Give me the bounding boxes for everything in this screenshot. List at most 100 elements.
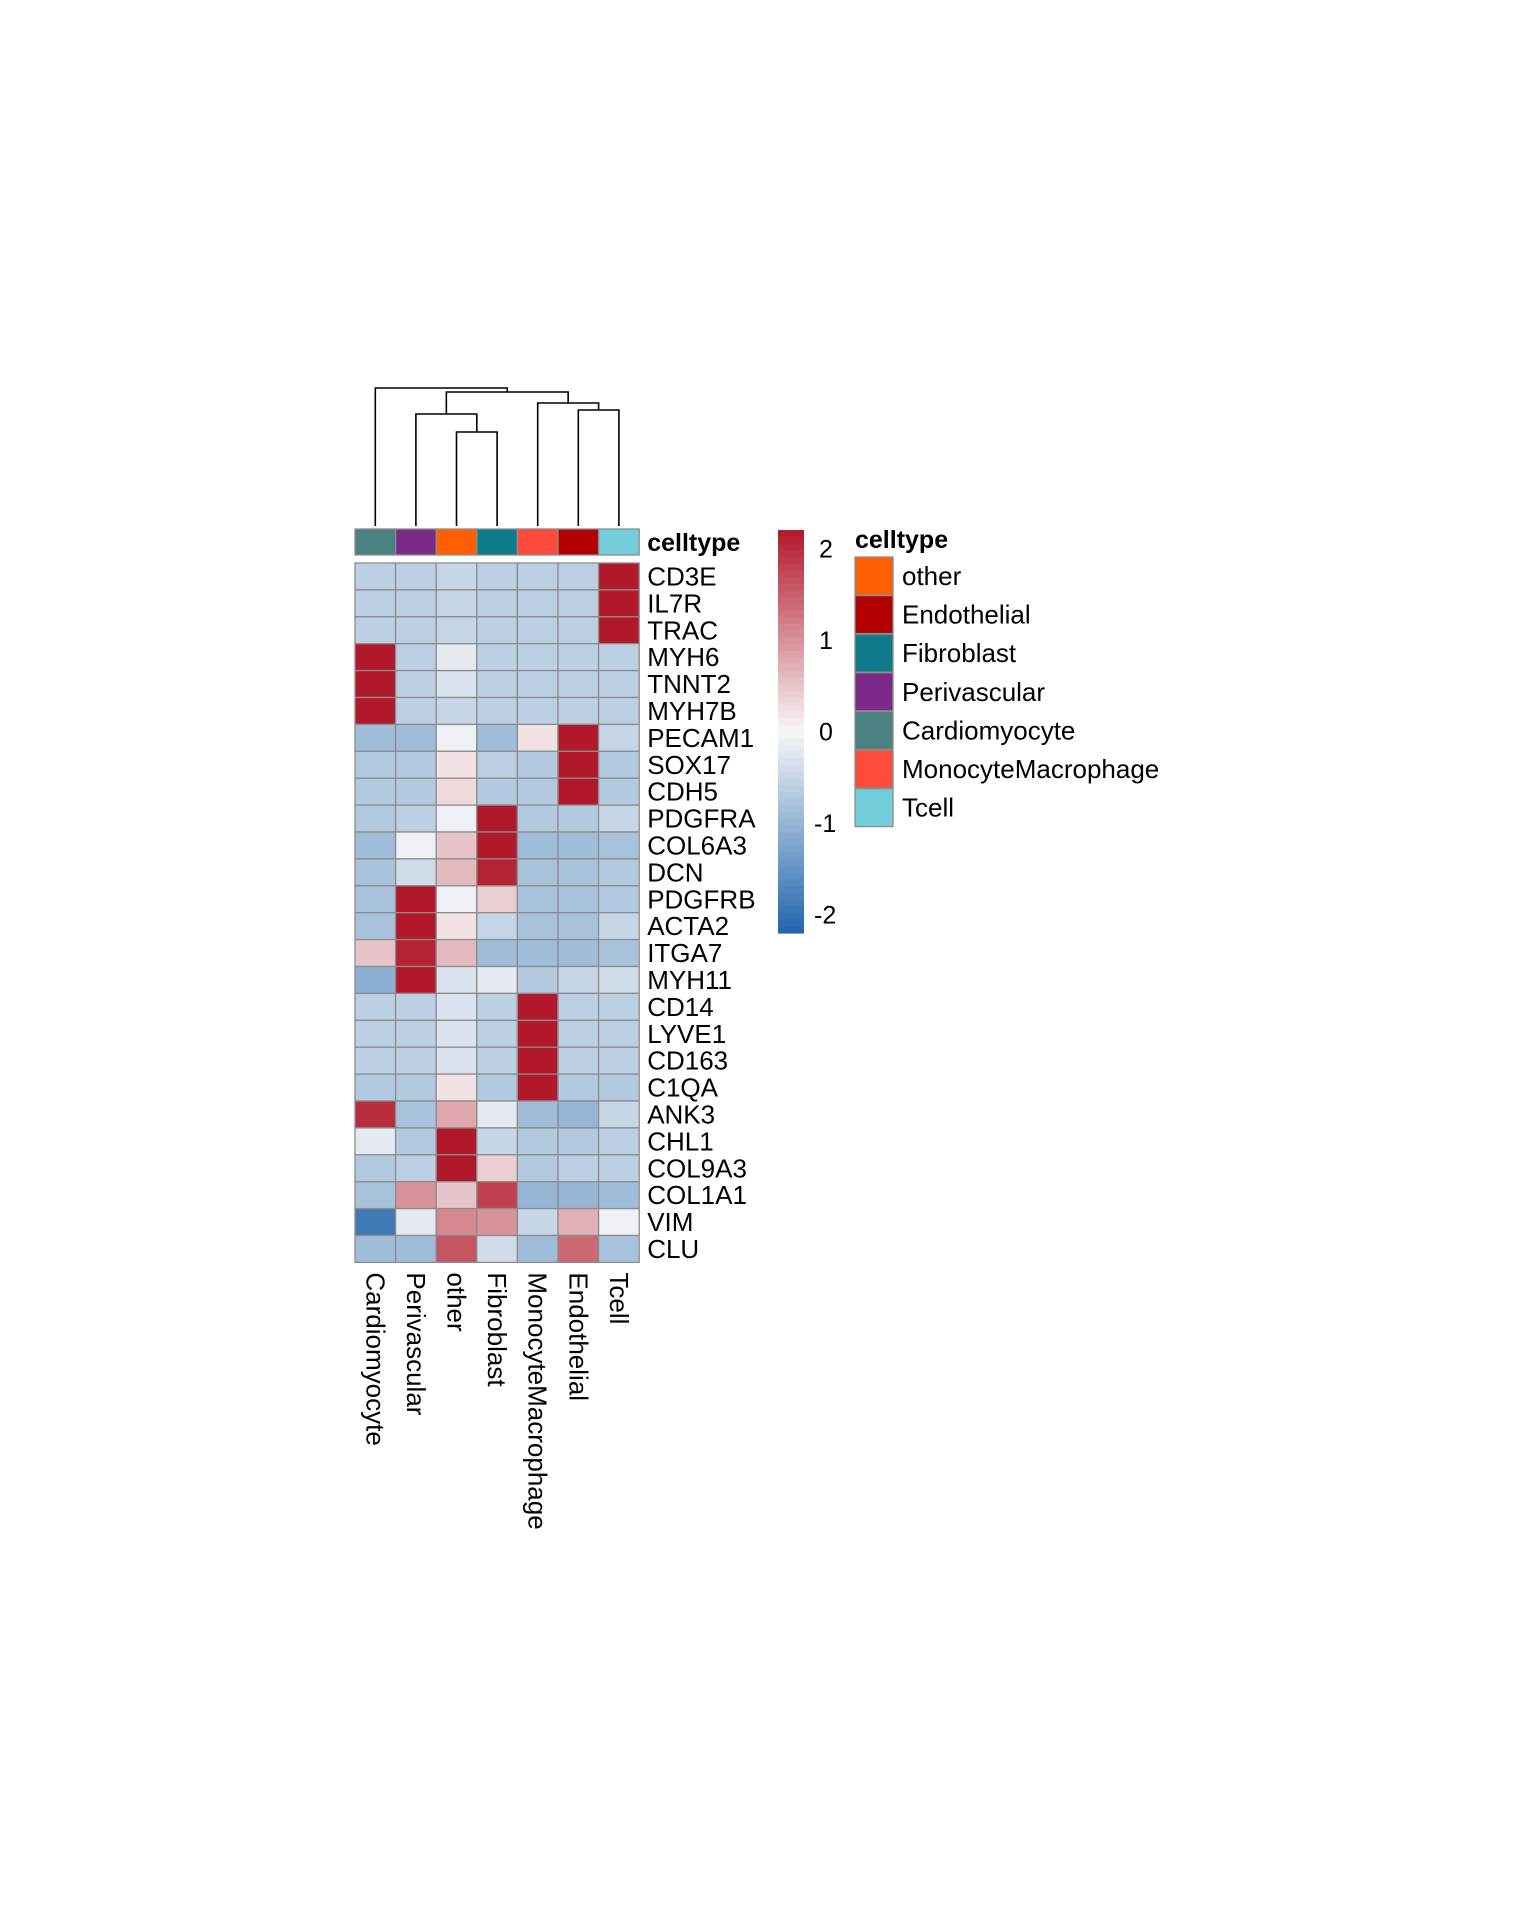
colorbar-step	[778, 805, 804, 813]
colorbar-step	[778, 845, 804, 853]
heatmap-cell-COL9A3-Endothelial	[557, 1154, 600, 1183]
heatmap-cell-C1QA-Endothelial	[557, 1073, 600, 1102]
column-label-MonocyteMacrophage: MonocyteMacrophage	[523, 1272, 553, 1529]
row-label-CD3E: CD3E	[647, 561, 716, 591]
heatmap-cell-PECAM1-Perivascular	[394, 723, 437, 752]
dendro-merge-perivascular	[415, 413, 478, 526]
heatmap-cell-PDGFRB-Cardiomyocyte	[354, 885, 397, 914]
heatmap-cell-VIM-Endothelial	[557, 1207, 600, 1237]
heatmap-cell-MYH11-Perivascular	[394, 965, 437, 995]
legend-swatch-Cardiomyocyte	[854, 710, 894, 751]
heatmap-cell-COL9A3-Cardiomyocyte	[354, 1154, 397, 1183]
annotation-cell-other	[435, 528, 478, 556]
heatmap-cell-MYH11-MonocyteMacrophage	[516, 965, 559, 995]
heatmap-cell-IL7R-Fibroblast	[476, 589, 519, 618]
heatmap-cell-CD163-MonocyteMacrophage	[516, 1046, 559, 1075]
heatmap-cell-COL6A3-MonocyteMacrophage	[516, 831, 559, 860]
dendro-merge-endothelial-tcell	[577, 409, 620, 526]
colorbar-step	[778, 543, 804, 551]
heatmap-cell-CD14-Tcell	[597, 992, 640, 1021]
heatmap-cell-MYH11-other	[435, 965, 478, 995]
row-label-VIM: VIM	[647, 1207, 693, 1237]
colorbar-step	[778, 859, 804, 867]
heatmap-cell-PECAM1-MonocyteMacrophage	[516, 723, 559, 752]
heatmap-cell-ITGA7-MonocyteMacrophage	[516, 938, 559, 968]
heatmap-cell-COL1A1-Tcell	[597, 1181, 640, 1210]
heatmap-cell-CD3E-MonocyteMacrophage	[516, 562, 559, 591]
annotation-cell-Tcell	[597, 528, 640, 556]
heatmap-cells	[354, 562, 640, 1264]
row-label-PDGFRB: PDGFRB	[647, 884, 755, 914]
colorbar-step	[778, 644, 804, 652]
heatmap-cell-CD14-MonocyteMacrophage	[516, 992, 559, 1021]
column-labels: Cardiomyocyte Perivascular other Fibroblast…	[360, 1272, 634, 1529]
legend-label-Perivascular: Perivascular	[902, 677, 1045, 707]
heatmap-cell-PECAM1-other	[435, 723, 478, 752]
legend-label-Cardiomyocyte: Cardiomyocyte	[902, 715, 1075, 745]
legend-swatch-other	[854, 556, 894, 596]
heatmap-cell-CHL1-Endothelial	[557, 1127, 600, 1156]
heatmap-cell-COL9A3-Perivascular	[394, 1154, 437, 1183]
heatmap-cell-PDGFRA-Cardiomyocyte	[354, 804, 397, 833]
heatmap-cell-PDGFRA-Fibroblast	[476, 804, 519, 833]
legend-label-MonocyteMacrophage: MonocyteMacrophage	[902, 754, 1159, 784]
heatmap-cell-TRAC-Cardiomyocyte	[354, 616, 397, 645]
heatmap-cell-TRAC-MonocyteMacrophage	[516, 616, 559, 645]
column-label-Tcell: Tcell	[604, 1272, 634, 1324]
colorbar-step	[778, 852, 804, 860]
colorbar-step	[778, 624, 804, 632]
row-label-COL9A3: COL9A3	[647, 1153, 747, 1183]
heatmap-cell-VIM-MonocyteMacrophage	[516, 1207, 559, 1237]
legend-title: celltype	[855, 526, 948, 554]
column-dendrogram	[374, 387, 620, 526]
heatmap-cell-CLU-Tcell	[597, 1234, 640, 1264]
heatmap-cell-PDGFRB-Tcell	[597, 885, 640, 914]
heatmap-cell-C1QA-MonocyteMacrophage	[516, 1073, 559, 1102]
colorbar-step	[778, 738, 804, 746]
heatmap-cell-MYH7B-Endothelial	[557, 696, 600, 726]
heatmap-cell-TNNT2-Fibroblast	[476, 669, 519, 699]
heatmap-cell-C1QA-Tcell	[597, 1073, 640, 1102]
heatmap-cell-DCN-Endothelial	[557, 858, 600, 887]
colorbar-tick-label: -1	[814, 810, 836, 838]
colorbar-step	[778, 879, 804, 887]
heatmap-cell-COL9A3-other	[435, 1154, 478, 1183]
heatmap-cell-DCN-Tcell	[597, 858, 640, 887]
heatmap-cell-COL1A1-Perivascular	[394, 1181, 437, 1210]
row-label-MYH6: MYH6	[647, 642, 719, 672]
heatmap-cell-IL7R-Cardiomyocyte	[354, 589, 397, 618]
annotation-track-label: celltype	[647, 529, 740, 557]
colorbar-step	[778, 603, 804, 612]
row-label-PECAM1: PECAM1	[647, 723, 754, 753]
dendro-merge-other-fibroblast	[455, 431, 498, 526]
colorbar-step	[778, 550, 804, 558]
heatmap-cell-MYH11-Endothelial	[557, 965, 600, 995]
heatmap-cell-PECAM1-Cardiomyocyte	[354, 723, 397, 752]
colorbar-step	[778, 771, 804, 780]
heatmap-cell-TRAC-Tcell	[597, 616, 640, 645]
colorbar-step	[778, 919, 804, 927]
heatmap-cell-CHL1-MonocyteMacrophage	[516, 1127, 559, 1156]
heatmap-cell-CD3E-Fibroblast	[476, 562, 519, 591]
heatmap-cell-TNNT2-Tcell	[597, 669, 640, 699]
row-label-ANK3: ANK3	[647, 1099, 715, 1129]
heatmap-cell-MYH6-Tcell	[597, 643, 640, 672]
heatmap-cell-CHL1-Tcell	[597, 1127, 640, 1156]
legend-swatch-MonocyteMacrophage	[854, 749, 894, 789]
heatmap-cell-CDH5-MonocyteMacrophage	[516, 777, 559, 806]
row-label-SOX17: SOX17	[647, 750, 731, 780]
colorbar-step	[778, 865, 804, 874]
legend-swatch-Perivascular	[854, 672, 894, 712]
heatmap-cell-COL6A3-Fibroblast	[476, 831, 519, 860]
colorbar-step	[778, 563, 804, 571]
heatmap-cell-COL9A3-Tcell	[597, 1154, 640, 1183]
colorbar-step	[778, 872, 804, 880]
row-label-PDGFRA: PDGFRA	[647, 804, 756, 834]
colorbar-step	[778, 570, 804, 578]
row-label-CD163: CD163	[647, 1046, 728, 1076]
column-label-other: other	[442, 1272, 472, 1332]
heatmap-cell-COL6A3-Endothelial	[557, 831, 600, 860]
heatmap-cell-LYVE1-other	[435, 1019, 478, 1048]
legend-label-Tcell: Tcell	[902, 793, 954, 823]
heatmap-cell-MYH6-MonocyteMacrophage	[516, 643, 559, 672]
